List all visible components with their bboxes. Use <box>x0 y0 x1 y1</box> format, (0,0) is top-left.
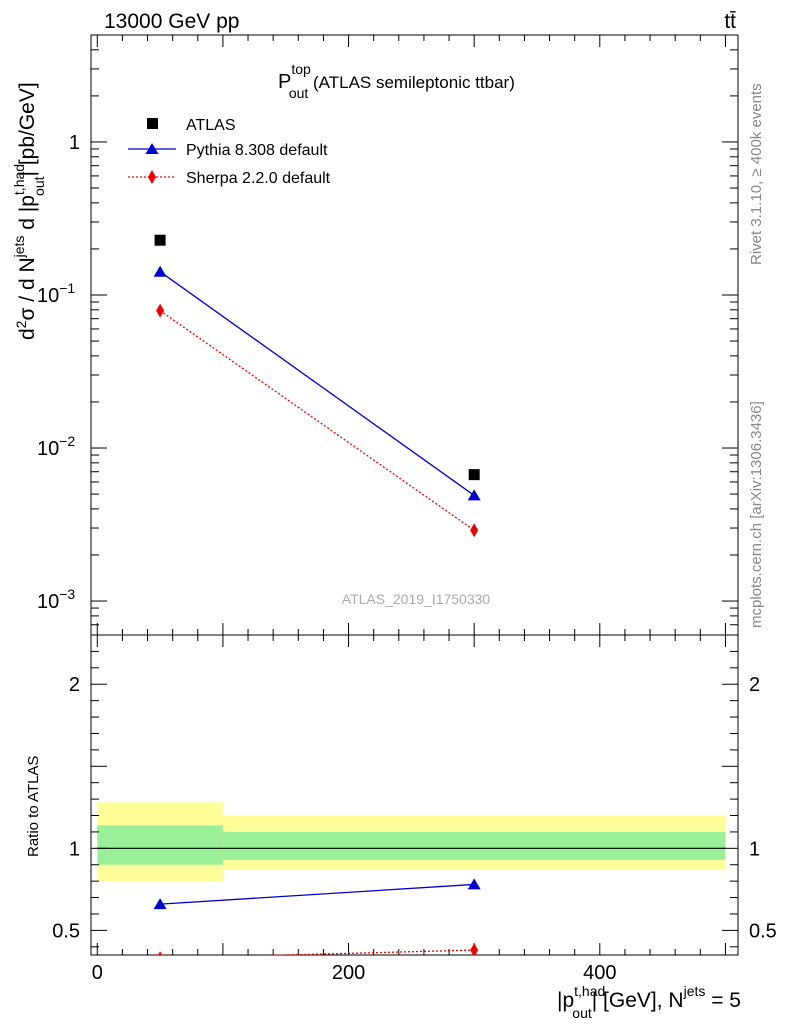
legend-marker-pythia <box>145 143 159 154</box>
legend-label-atlas: ATLAS <box>186 117 236 134</box>
upper-y-tick-label: 10−1 <box>37 280 75 307</box>
legend-entry-sherpa: Sherpa 2.2.0 default <box>128 170 331 187</box>
plot-title: Ptop out (ATLAS semileptonic ttbar) <box>278 61 515 101</box>
legend-marker-atlas <box>147 118 158 129</box>
series-line-2 <box>159 310 475 531</box>
ratio-y-tick-label-right: 2 <box>749 674 760 696</box>
y-axis-label-ratio: Ratio to ATLAS <box>25 756 42 857</box>
data-point-diamond <box>156 303 165 318</box>
x-tick-label: 200 <box>332 962 365 984</box>
stat-uncertainty-band <box>222 831 726 860</box>
rivet-version-label: Rivet 3.1.10, ≥ 400k events <box>748 83 765 265</box>
ratio-panel-frame <box>90 634 739 956</box>
upper-y-tick-label: 10−3 <box>37 586 75 613</box>
analysis-watermark: ATLAS_2019_I1750330 <box>342 591 491 607</box>
legend-marker-sherpa <box>148 170 156 184</box>
series-line-1 <box>159 271 475 496</box>
legend: ATLAS Pythia 8.308 default Sherpa 2.2.0 … <box>128 117 331 187</box>
data-point-square <box>154 234 166 246</box>
ratio-point-triangle <box>153 898 167 910</box>
x-axis-label: |pt,had out| [GeV], Njets = 5 <box>557 983 741 1021</box>
legend-label-pythia: Pythia 8.308 default <box>186 142 328 159</box>
ratio-y-tick-label: 1 <box>69 838 80 860</box>
ratio-data-marks <box>153 878 481 955</box>
legend-entry-atlas: ATLAS <box>147 117 236 134</box>
stat-uncertainty-band <box>97 825 223 865</box>
process-label: tt̄ <box>724 10 736 33</box>
ratio-y-tick-label-right: 0.5 <box>749 920 777 942</box>
energy-label: 13000 GeV pp <box>104 10 239 33</box>
ratio-y-tick-label: 0.5 <box>52 920 80 942</box>
data-point-triangle <box>153 265 167 277</box>
data-point-diamond <box>470 523 479 538</box>
axes-ticks: 0 200 400 10−3 10−2 10−1 1 0.5 0.5 1 1 2 2 <box>37 34 777 984</box>
data-point-square <box>468 469 480 481</box>
ratio-line-1 <box>160 883 475 905</box>
mcplots-label: mcplots.cern.ch [arXiv:1306.3436] <box>748 401 765 628</box>
ratio-y-tick-label: 2 <box>69 674 80 696</box>
x-tick-label: 400 <box>583 962 616 984</box>
upper-y-tick-label: 10−2 <box>37 433 75 460</box>
ratio-line-2 <box>260 949 475 955</box>
ratio-y-tick-label-right: 1 <box>749 838 760 860</box>
ratio-point-diamond <box>470 943 479 955</box>
upper-data-marks <box>153 234 481 538</box>
ratio-point-diamond <box>157 951 163 955</box>
ratio-uncertainty-bands <box>97 802 726 882</box>
legend-label-sherpa: Sherpa 2.2.0 default <box>186 170 331 187</box>
data-point-triangle <box>467 489 481 501</box>
x-tick-label: 0 <box>92 962 103 984</box>
ratio-point-triangle <box>467 878 481 890</box>
legend-entry-pythia: Pythia 8.308 default <box>128 142 328 159</box>
upper-y-tick-label: 1 <box>69 132 80 154</box>
